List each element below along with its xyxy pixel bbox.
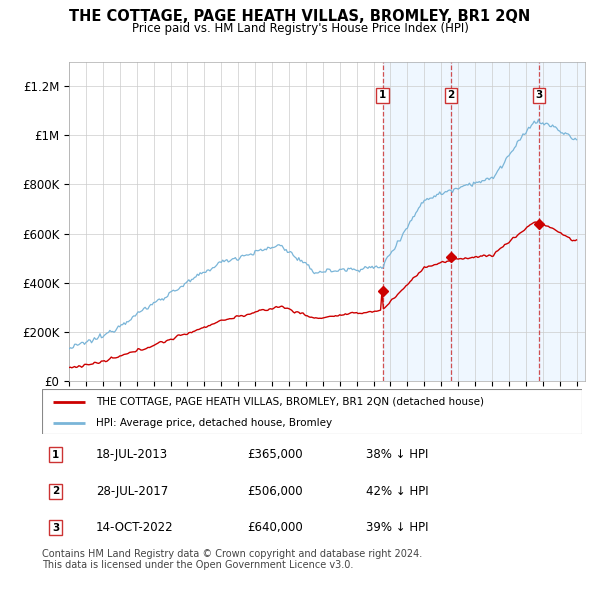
Text: £365,000: £365,000	[247, 448, 303, 461]
Text: HPI: Average price, detached house, Bromley: HPI: Average price, detached house, Brom…	[96, 418, 332, 428]
Text: 39% ↓ HPI: 39% ↓ HPI	[366, 521, 428, 534]
Text: 42% ↓ HPI: 42% ↓ HPI	[366, 484, 428, 498]
Text: 3: 3	[52, 523, 59, 533]
Text: 1: 1	[52, 450, 59, 460]
Bar	[451, 62, 539, 381]
Text: 18-JUL-2013: 18-JUL-2013	[96, 448, 168, 461]
Text: 1: 1	[379, 90, 386, 100]
Text: THE COTTAGE, PAGE HEATH VILLAS, BROMLEY, BR1 2QN (detached house): THE COTTAGE, PAGE HEATH VILLAS, BROMLEY,…	[96, 397, 484, 407]
Text: £640,000: £640,000	[247, 521, 303, 534]
Text: Contains HM Land Registry data © Crown copyright and database right 2024.
This d: Contains HM Land Registry data © Crown c…	[42, 549, 422, 571]
Text: 3: 3	[536, 90, 543, 100]
Bar	[383, 62, 451, 381]
Text: 14-OCT-2022: 14-OCT-2022	[96, 521, 173, 534]
Text: 38% ↓ HPI: 38% ↓ HPI	[366, 448, 428, 461]
Bar	[539, 62, 585, 381]
Text: 2: 2	[52, 486, 59, 496]
Text: THE COTTAGE, PAGE HEATH VILLAS, BROMLEY, BR1 2QN: THE COTTAGE, PAGE HEATH VILLAS, BROMLEY,…	[70, 9, 530, 24]
Text: Price paid vs. HM Land Registry's House Price Index (HPI): Price paid vs. HM Land Registry's House …	[131, 22, 469, 35]
Text: 2: 2	[447, 90, 454, 100]
Text: £506,000: £506,000	[247, 484, 303, 498]
Text: 28-JUL-2017: 28-JUL-2017	[96, 484, 168, 498]
